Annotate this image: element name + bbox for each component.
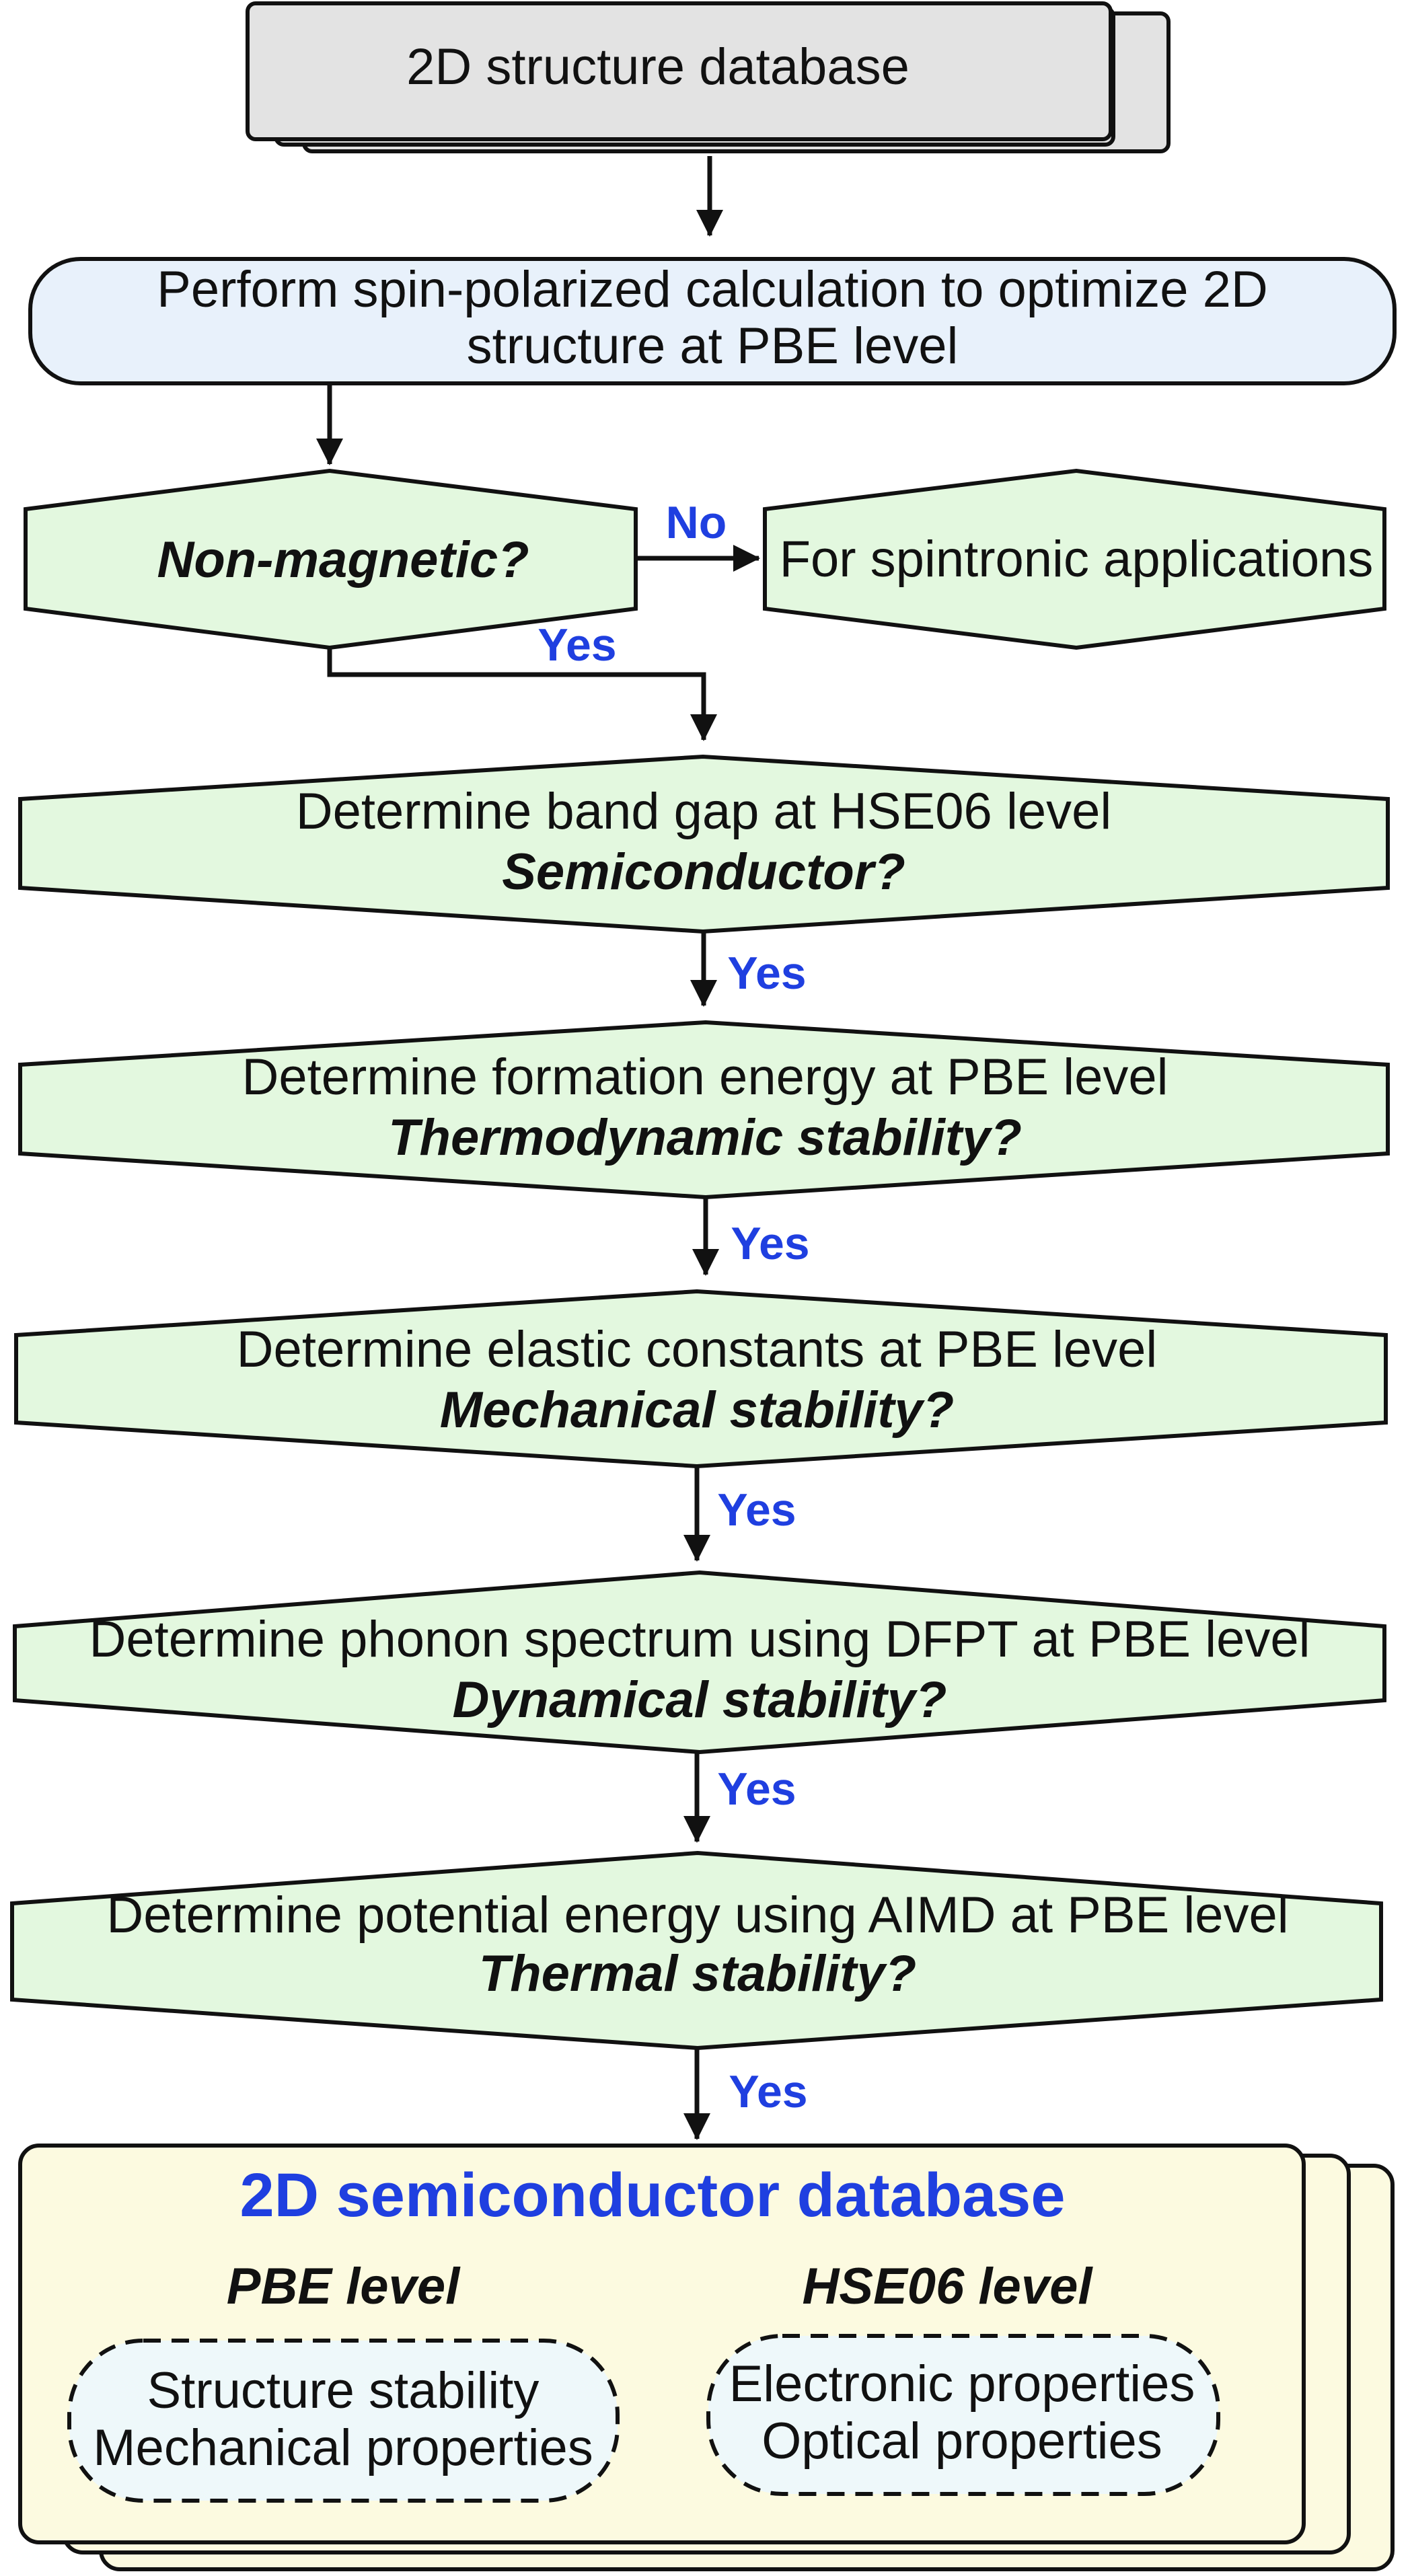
step-phonon-question: Dynamical stability? bbox=[453, 1671, 947, 1729]
no-label: No bbox=[666, 497, 727, 548]
magnetic-question: Non-magnetic? bbox=[157, 531, 529, 589]
hse06-item-electronic-properties: Electronic properties bbox=[729, 2355, 1195, 2413]
output-database-title: 2D semiconductor database bbox=[239, 2161, 1065, 2230]
optimize-node: Perform spin-polarized calculation to op… bbox=[30, 259, 1395, 383]
step-band-gap-node: Determine band gap at HSE06 level Semico… bbox=[20, 757, 1388, 932]
output-database-node: 2D semiconductor database PBE level Stru… bbox=[20, 2146, 1393, 2569]
pbe-item-structure-stability: Structure stability bbox=[147, 2362, 540, 2419]
step-elastic-action: Determine elastic constants at PBE level bbox=[237, 1321, 1158, 1378]
arrow-magnetic-yes bbox=[330, 648, 704, 740]
step-aimd-action: Determine potential energy using AIMD at… bbox=[106, 1887, 1288, 1944]
spintronic-node: For spintronic applications bbox=[765, 471, 1384, 648]
step-elastic-node: Determine elastic constants at PBE level… bbox=[16, 1291, 1386, 1466]
elastic-yes-label: Yes bbox=[717, 1484, 796, 1536]
aimd-yes-label: Yes bbox=[729, 2066, 807, 2117]
spintronic-label: For spintronic applications bbox=[780, 531, 1374, 588]
phonon-yes-label: Yes bbox=[717, 1764, 796, 1815]
band-gap-yes-label: Yes bbox=[727, 948, 806, 999]
step-formation-question: Thermodynamic stability? bbox=[388, 1109, 1022, 1166]
optimize-line-1: Perform spin-polarized calculation to op… bbox=[157, 261, 1268, 318]
step-elastic-question: Mechanical stability? bbox=[440, 1381, 954, 1439]
pbe-item-mechanical-properties: Mechanical properties bbox=[93, 2419, 593, 2476]
step-formation-action: Determine formation energy at PBE level bbox=[242, 1049, 1168, 1106]
hse06-group-heading: HSE06 level bbox=[803, 2258, 1094, 2315]
input-database-node: 2D structure database bbox=[248, 3, 1168, 151]
step-phonon-action: Determine phonon spectrum using DFPT at … bbox=[89, 1611, 1310, 1668]
step-aimd-question: Thermal stability? bbox=[479, 1945, 916, 2002]
pbe-group-heading: PBE level bbox=[227, 2258, 461, 2315]
step-band-gap-question: Semiconductor? bbox=[502, 843, 905, 901]
magnetic-yes-label: Yes bbox=[537, 619, 616, 671]
step-aimd-node: Determine potential energy using AIMD at… bbox=[12, 1853, 1381, 2048]
step-band-gap-action: Determine band gap at HSE06 level bbox=[296, 783, 1112, 840]
hse06-item-optical-properties: Optical properties bbox=[762, 2413, 1162, 2470]
optimize-line-2: structure at PBE level bbox=[467, 317, 959, 375]
step-formation-energy-node: Determine formation energy at PBE level … bbox=[20, 1022, 1388, 1197]
formation-yes-label: Yes bbox=[731, 1218, 809, 1269]
input-database-label: 2D structure database bbox=[406, 38, 910, 96]
step-phonon-node: Determine phonon spectrum using DFPT at … bbox=[15, 1573, 1384, 1752]
